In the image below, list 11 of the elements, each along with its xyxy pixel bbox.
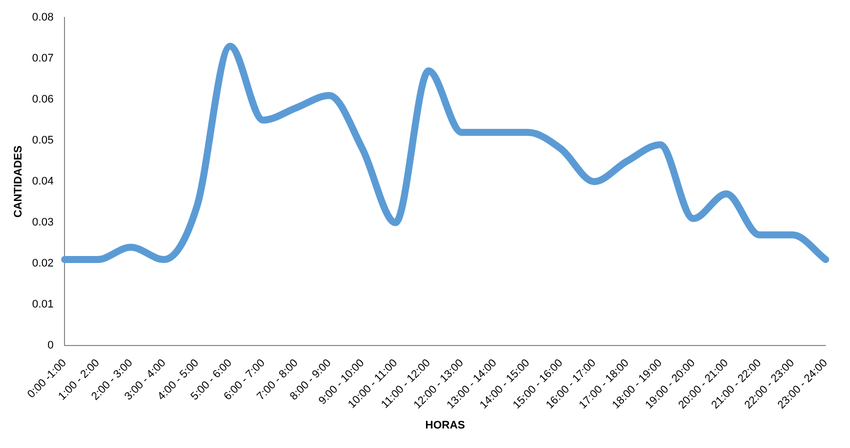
y-tick-label: 0.07 bbox=[32, 52, 54, 65]
y-axis-title: CANTIDADES bbox=[12, 146, 25, 218]
y-tick-label: 0.05 bbox=[32, 134, 54, 147]
y-tick-label: 0.06 bbox=[32, 94, 54, 106]
y-tick-label: 0.04 bbox=[32, 176, 54, 188]
y-tick-label: 0.08 bbox=[32, 12, 54, 24]
y-tick-label: 0.02 bbox=[32, 258, 54, 270]
x-axis-title: HORAS bbox=[425, 419, 466, 432]
y-tick-label: 0.03 bbox=[32, 216, 54, 229]
y-tick-label: 0 bbox=[47, 340, 54, 352]
y-tick-label: 0.01 bbox=[32, 298, 54, 311]
